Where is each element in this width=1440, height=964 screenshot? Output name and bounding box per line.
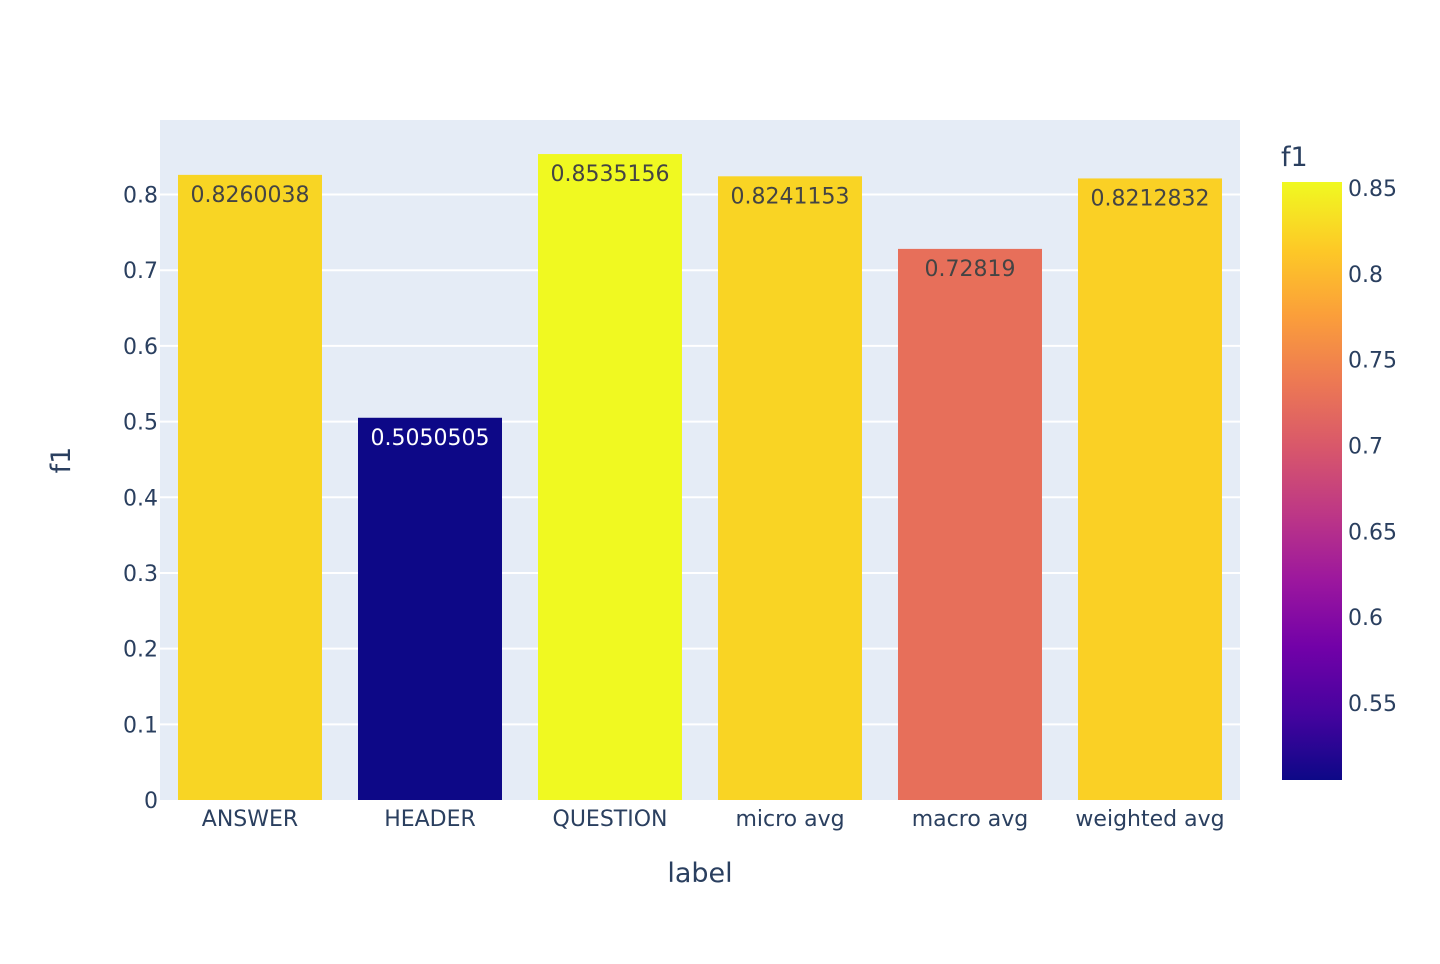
colorbar-tick-label: 0.8 xyxy=(1348,263,1383,288)
bar xyxy=(358,417,502,800)
x-tick-label: weighted avg xyxy=(1075,807,1224,832)
y-axis-title: f1 xyxy=(46,447,77,474)
colorbar xyxy=(1282,182,1342,780)
y-tick-label: 0.1 xyxy=(123,713,158,738)
y-tick-label: 0.2 xyxy=(123,638,158,663)
bar xyxy=(898,248,1042,800)
colorbar-tick-label: 0.6 xyxy=(1348,606,1383,631)
y-tick-label: 0.4 xyxy=(123,486,158,511)
y-tick-label: 0.6 xyxy=(123,335,158,360)
colorbar-tick-label: 0.85 xyxy=(1348,177,1397,202)
bar xyxy=(718,176,862,800)
x-tick-label: QUESTION xyxy=(553,807,668,832)
colorbar-tick-label: 0.7 xyxy=(1348,434,1383,459)
x-tick-label: ANSWER xyxy=(202,807,298,832)
bar-value-label: 0.8535156 xyxy=(551,162,670,187)
bar xyxy=(178,174,322,801)
colorbar-tick-label: 0.75 xyxy=(1348,349,1397,374)
y-tick-label: 0.7 xyxy=(123,259,158,284)
y-tick-label: 0 xyxy=(144,789,158,814)
colorbar-title: f1 xyxy=(1281,142,1308,173)
y-tick-label: 0.8 xyxy=(123,184,158,209)
y-tick-label: 0.3 xyxy=(123,562,158,587)
colorbar-ticks: 0.55 0.6 0.65 0.7 0.75 0.8 0.85 xyxy=(1348,177,1397,717)
colorbar-tick-label: 0.55 xyxy=(1348,692,1397,717)
bar-value-label: 0.8260038 xyxy=(191,183,310,208)
x-axis-title: label xyxy=(667,858,732,889)
bar-value-label: 0.72819 xyxy=(925,257,1016,282)
y-tick-label: 0.5 xyxy=(123,411,158,436)
y-axis-ticks: 0 0.1 0.2 0.3 0.4 0.5 0.6 0.7 0.8 xyxy=(123,184,158,814)
bar-value-label: 0.5050505 xyxy=(371,426,490,451)
bar xyxy=(538,154,682,801)
x-tick-label: HEADER xyxy=(384,807,476,832)
plot-background xyxy=(160,120,1240,800)
x-tick-label: micro avg xyxy=(735,807,844,832)
x-axis-ticks: ANSWER HEADER QUESTION micro avg macro avg we… xyxy=(202,807,1225,832)
bars: 0.8260038 0.5050505 0.8535156 0.8241153 0.72… xyxy=(178,154,1222,801)
bar xyxy=(1078,178,1222,801)
y-gridlines xyxy=(160,193,1240,726)
bar-value-label: 0.8212832 xyxy=(1091,186,1210,211)
colorbar-tick-label: 0.65 xyxy=(1348,520,1397,545)
x-tick-label: macro avg xyxy=(912,807,1029,832)
bar-value-label: 0.8241153 xyxy=(731,184,850,209)
